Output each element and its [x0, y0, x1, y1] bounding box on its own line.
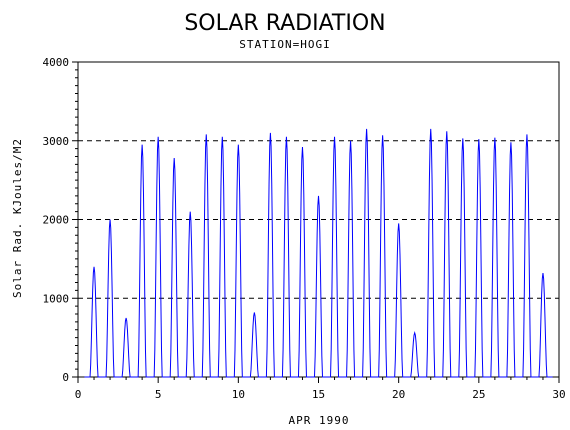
chart-subtitle: STATION=HOGI — [239, 38, 330, 51]
y-tick-label-2000: 2000 — [43, 214, 70, 227]
x-tick-label-15: 15 — [312, 388, 325, 401]
solar-radiation-series-line — [84, 128, 553, 378]
x-tick-label-5: 5 — [155, 388, 162, 401]
x-axis: 0 5 10 15 20 25 30 — [75, 377, 566, 401]
grid-lines — [78, 61, 559, 299]
x-tick-label-25: 25 — [472, 388, 485, 401]
x-tick-label-30: 30 — [552, 388, 565, 401]
x-tick-label-20: 20 — [392, 388, 405, 401]
chart-title: SOLAR RADIATION — [184, 11, 385, 36]
x-tick-label-10: 10 — [232, 388, 245, 401]
y-tick-label-3000: 3000 — [43, 135, 70, 148]
y-axis: 0 1000 2000 3000 4000 — [43, 56, 78, 384]
y-tick-label-1000: 1000 — [43, 292, 70, 305]
x-tick-label-0: 0 — [75, 388, 82, 401]
y-axis-label: Solar Rad. KJoules/M2 — [11, 138, 24, 298]
y-tick-label-4000: 4000 — [43, 56, 70, 69]
x-axis-label: APR 1990 — [289, 414, 350, 427]
y-tick-label-0: 0 — [62, 371, 69, 384]
